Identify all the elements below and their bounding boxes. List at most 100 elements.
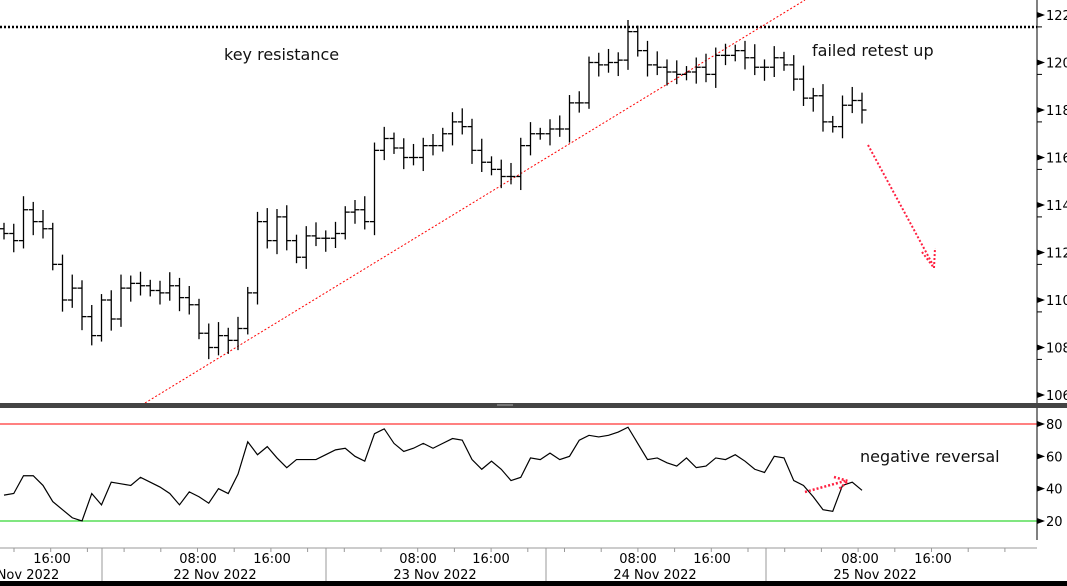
date-label: Nov 2022 [0, 568, 59, 583]
ohlc-bar [828, 115, 838, 133]
ohlc-bar [428, 133, 438, 156]
rsi-tick-label: 40 [1046, 483, 1063, 498]
ohlc-bar [438, 127, 448, 152]
tick-arrow [1037, 202, 1045, 208]
price-tick-label: 118 [1046, 104, 1067, 119]
ohlc-bar [155, 280, 165, 305]
ohlc-bar [623, 19, 633, 70]
ohlc-bar [58, 254, 67, 312]
tick-arrow [1037, 485, 1045, 492]
ohlc-bar [477, 138, 487, 172]
ohlc-bar [555, 115, 565, 137]
ohlc-bar [662, 59, 672, 86]
price-tick-label: 112 [1046, 247, 1067, 262]
ohlc-bar [721, 43, 730, 66]
ohlc-bar [760, 59, 769, 81]
ohlc-bar [769, 46, 779, 77]
ohlc-bar [701, 53, 711, 83]
ohlc-bar [331, 221, 340, 248]
ohlc-bar [38, 209, 48, 239]
ohlc-bar [594, 52, 604, 77]
time-tick-label: 08:00 [399, 552, 436, 567]
ohlc-bar [779, 51, 789, 71]
price-tick-label: 110 [1046, 294, 1067, 309]
ohlc-bar [233, 316, 243, 351]
ohlc-bar [682, 66, 691, 81]
ohlc-bar [818, 84, 828, 132]
time-tick-label: 16:00 [253, 552, 290, 567]
price-tick-label: 122 [1046, 9, 1067, 24]
date-label: 25 Nov 2022 [833, 568, 916, 583]
ohlc-bar [506, 162, 516, 185]
ohlc-bar [0, 222, 9, 240]
rsi-line [3, 426, 863, 522]
tick-arrow [1037, 12, 1045, 18]
ohlc-bar [672, 60, 682, 85]
ohlc-bar [282, 205, 292, 251]
rsi-tick-label: 80 [1046, 418, 1063, 433]
ohlc-bar [448, 112, 457, 146]
ohlc-bar [223, 327, 233, 354]
rsi-tick-label: 60 [1046, 450, 1063, 465]
ohlc-bar [857, 92, 867, 124]
down-arrow-head [921, 247, 936, 271]
ohlc-bar [750, 44, 760, 76]
ohlc-bar [526, 122, 535, 156]
time-tick-label: 16:00 [693, 552, 730, 567]
tick-arrow [1037, 453, 1045, 460]
ohlc-bar [730, 44, 740, 62]
ohlc-bar [799, 65, 808, 106]
price-tick-label: 120 [1046, 57, 1067, 72]
ohlc-bar [487, 156, 496, 176]
ohlc-bar [301, 226, 311, 269]
ohlc-bar [389, 132, 399, 154]
date-label: 24 Nov 2022 [613, 568, 696, 583]
ohlc-bar [740, 40, 750, 70]
ohlc-bar [48, 222, 58, 271]
ohlc-bar [126, 275, 136, 302]
ohlc-bar [370, 142, 379, 236]
down-arrow [867, 144, 934, 266]
annotation-failed-retest: failed retest up [812, 41, 934, 60]
price-tick-label: 106 [1046, 389, 1067, 404]
time-tick-label: 16:00 [914, 552, 951, 567]
ohlc-bar [516, 137, 526, 191]
tick-arrow [1037, 107, 1045, 113]
ohlc-bar [116, 274, 126, 327]
ohlc-bar [409, 143, 418, 166]
date-label: 23 Nov 2022 [393, 568, 476, 583]
time-tick-label: 08:00 [619, 552, 656, 567]
ohlc-bar [145, 279, 155, 297]
ohlc-bar [194, 298, 204, 340]
ohlc-bar [9, 223, 19, 253]
ohlc-bar [467, 118, 477, 164]
ohlc-bar [19, 196, 28, 249]
ohlc-bar [379, 126, 389, 161]
rsi-arrow-head [833, 475, 851, 491]
ohlc-bar [838, 95, 847, 139]
ohlc-bar [350, 200, 360, 224]
ohlc-bar [311, 222, 321, 247]
tick-arrow [1037, 421, 1045, 427]
time-tick-label: 16:00 [472, 552, 509, 567]
ohlc-bar [399, 138, 409, 170]
ohlc-bar [545, 119, 555, 146]
tick-arrow [1037, 344, 1045, 351]
bottom-bar [0, 581, 1067, 586]
ohlc-bar [243, 286, 253, 335]
ohlc-bar [789, 55, 799, 91]
price-tick-label: 108 [1046, 342, 1067, 357]
ohlc-bar [253, 211, 262, 305]
ohlc-bar [204, 323, 214, 360]
tick-arrow [1037, 249, 1045, 256]
price-tick-label: 116 [1046, 152, 1067, 167]
trendline [144, 0, 806, 404]
time-tick-label: 16:00 [33, 552, 70, 567]
ohlc-bar [165, 272, 175, 301]
ohlc-bar [87, 304, 97, 346]
ohlc-bar [496, 159, 506, 189]
ohlc-bar [633, 25, 643, 57]
ohlc-bar [262, 208, 272, 249]
ohlc-bar [77, 280, 87, 331]
